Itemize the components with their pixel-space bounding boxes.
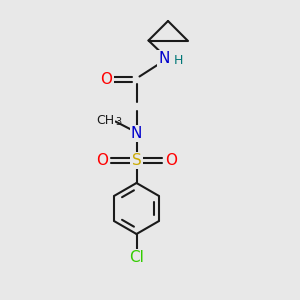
Text: H: H	[174, 54, 183, 68]
Text: CH: CH	[96, 113, 114, 127]
Text: N: N	[131, 126, 142, 141]
Text: 3: 3	[115, 117, 121, 127]
Text: O: O	[100, 72, 112, 87]
Text: S: S	[132, 153, 141, 168]
Text: Cl: Cl	[129, 250, 144, 266]
Text: N: N	[158, 51, 170, 66]
Text: O: O	[165, 153, 177, 168]
Text: O: O	[96, 153, 108, 168]
